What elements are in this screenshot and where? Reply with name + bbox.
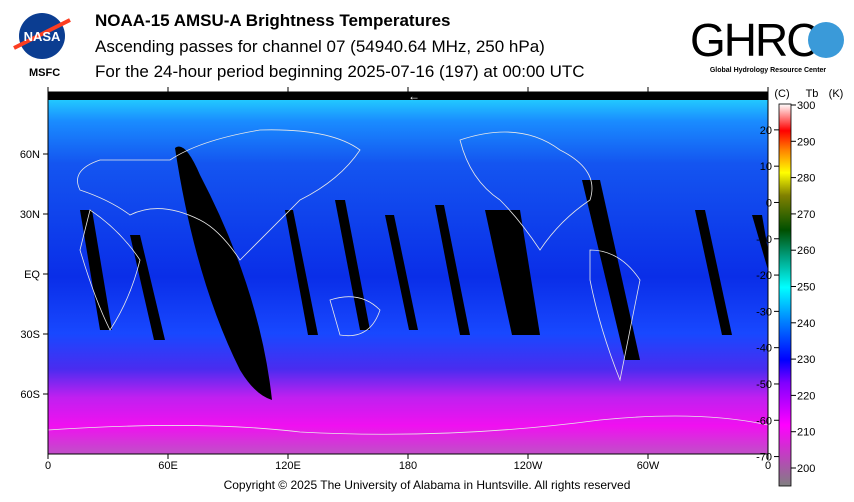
chart-title: NOAA-15 AMSU-A Brightness Temperatures [95, 11, 451, 30]
data-gaps [80, 146, 768, 400]
colorbar-c-label: 0 [766, 197, 772, 209]
orbit-gap [130, 235, 165, 340]
colorbar-c-label: -30 [756, 306, 772, 318]
colorbar-c-label: -50 [756, 379, 772, 391]
x-tick-label: 180 [399, 460, 417, 472]
colorbar-c-label: -70 [756, 452, 772, 464]
colorbar-k-label: 240 [797, 318, 815, 330]
orbit-gap [582, 180, 640, 360]
orbit-gap [335, 200, 370, 330]
y-tick-label: 30S [20, 329, 40, 341]
orbit-gap [285, 210, 318, 335]
orbit-gap [752, 215, 768, 270]
orbit-gap [695, 210, 732, 335]
x-tick-label: 120W [514, 460, 543, 472]
nasa-logo-text: NASA [24, 29, 61, 44]
ghrc-logo-text: GHRC [690, 14, 818, 66]
y-tick-label: EQ [24, 269, 40, 281]
y-tick-label: 60N [20, 149, 40, 161]
x-tick-label: 0 [45, 460, 51, 472]
x-tick-label: 120E [275, 460, 301, 472]
x-tick-label: 60E [158, 460, 178, 472]
colorbar-k-label: 260 [797, 245, 815, 257]
colorbar-c-label: -10 [756, 234, 772, 246]
orbit-gap [385, 215, 418, 330]
colorbar-k-label: 280 [797, 173, 815, 185]
colorbar-c-label: 20 [760, 125, 772, 137]
colorbar-c-label: -40 [756, 343, 772, 355]
no-data-band [48, 92, 768, 100]
colorbar-c-label: -60 [756, 415, 772, 427]
colorbar-k-label: 200 [797, 463, 815, 475]
colorbar-k-label: 290 [797, 136, 815, 148]
chart-subtitle-channel: Ascending passes for channel 07 (54940.6… [95, 37, 545, 56]
nasa-logo: NASA [12, 12, 72, 60]
scan-direction-marker: ← [408, 89, 420, 103]
y-tick-label: 60S [20, 389, 40, 401]
colorbar-unit-c: (C) [774, 88, 789, 100]
orbit-gap [485, 210, 540, 335]
chart-subtitle-period: For the 24-hour period beginning 2025-07… [95, 62, 585, 81]
colorbar-k-label: 270 [797, 209, 815, 221]
orbit-gap [435, 205, 470, 335]
msfc-label: MSFC [29, 67, 61, 79]
coastlines [47, 129, 769, 435]
x-tick-label: 60W [637, 460, 660, 472]
orbit-gap [80, 210, 112, 330]
colorbar-k-label: 230 [797, 354, 815, 366]
colorbar [778, 103, 792, 487]
ghrc-logo-full: Global Hydrology Resource Center [710, 67, 827, 74]
x-tick-label: 0 [765, 460, 771, 472]
ghrc-logo: GHRC Global Hydrology Resource Center [688, 10, 848, 80]
orbit-gap [175, 146, 272, 400]
colorbar-k-label: 220 [797, 390, 815, 402]
colorbar-k-label: 300 [797, 100, 815, 112]
copyright-footer: Copyright © 2025 The University of Alaba… [223, 478, 631, 492]
colorbar-label: Tb [806, 88, 819, 100]
colorbar-k-label: 210 [797, 427, 815, 439]
colorbar-c-label: -20 [756, 270, 772, 282]
colorbar-unit-k: (K) [829, 88, 844, 100]
colorbar-k-label: 250 [797, 282, 815, 294]
map-field [48, 100, 768, 454]
colorbar-c-label: 10 [760, 161, 772, 173]
y-tick-label: 30N [20, 209, 40, 221]
